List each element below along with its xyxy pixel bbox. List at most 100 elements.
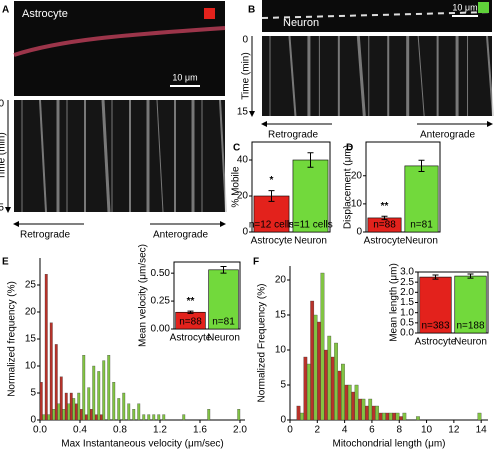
y-tick-label: 5 xyxy=(30,388,36,399)
hist-bar xyxy=(62,409,66,421)
hist-bar xyxy=(64,392,68,421)
bar xyxy=(419,276,452,334)
hist-bar xyxy=(416,416,420,421)
significance: ** xyxy=(187,296,195,307)
y-tick-label: 15 xyxy=(275,310,287,321)
panel-label: C xyxy=(233,143,240,154)
bar xyxy=(253,195,290,233)
panel-label: F xyxy=(253,257,259,268)
hist-bar xyxy=(358,398,362,421)
scale-label: 10 μm xyxy=(172,72,197,82)
hist-bar xyxy=(92,365,96,421)
x-tick-label: 10 xyxy=(421,425,433,436)
hist-bar xyxy=(87,387,91,421)
y-tick-label: 1.5 xyxy=(400,297,414,308)
channel-marker xyxy=(478,2,489,13)
hist-bar xyxy=(102,360,106,421)
y-tick-label: 10 xyxy=(351,199,363,210)
plot-frame xyxy=(251,141,331,233)
hist-bar xyxy=(347,384,352,421)
error-bar xyxy=(220,265,227,274)
error-bar xyxy=(307,152,314,168)
bar-note: n=11 cells xyxy=(288,220,333,231)
category-label: Astrocyte xyxy=(251,236,293,247)
hist-bar xyxy=(142,414,146,421)
hist-bar xyxy=(395,412,400,421)
hist-bar xyxy=(351,391,356,421)
category-label: Neuron xyxy=(405,236,438,247)
y-tick-label: 15 xyxy=(25,334,37,345)
hist-bar xyxy=(303,356,308,421)
y-tick-label: 5 xyxy=(280,380,286,391)
time-label: Time (min) xyxy=(241,52,252,99)
x-tick-label: 8 xyxy=(396,425,402,436)
x-tick-label: 2 xyxy=(315,425,321,436)
hist-bar xyxy=(42,414,46,421)
kymo-streak xyxy=(417,35,425,117)
kymo-streak xyxy=(288,35,297,117)
kymo-streak xyxy=(486,35,494,117)
hist-bar xyxy=(82,355,86,421)
bar-note: n=81 xyxy=(410,220,433,231)
cell-name: Astrocyte xyxy=(22,8,68,20)
time-end: 15 xyxy=(0,203,4,214)
category-label: Neuron xyxy=(454,337,487,348)
y-tick-label: 0.0 xyxy=(400,328,414,339)
retro-label: Retrograde xyxy=(20,230,70,241)
category-label: Astrocyte xyxy=(364,236,406,247)
hist-bar xyxy=(296,405,301,421)
hist-bar xyxy=(237,409,241,421)
bar-note: n=12 cells xyxy=(249,220,294,231)
hist-bar xyxy=(317,321,321,421)
antero-label: Anterograde xyxy=(153,230,208,241)
hist-bar xyxy=(354,384,359,421)
y-tick-label: 20 xyxy=(351,170,363,181)
y-tick-label: 2.5 xyxy=(400,277,414,288)
hist-bar xyxy=(157,414,161,421)
category-label: Astrocyte xyxy=(170,333,212,344)
y-tick-label: 0.50 xyxy=(151,268,171,279)
hist-bar xyxy=(117,398,121,421)
y-tick-label: 0.00 xyxy=(151,324,171,335)
hist-bar xyxy=(402,412,407,421)
error-bar xyxy=(418,159,425,173)
hist-bar xyxy=(182,414,186,421)
hist-bar xyxy=(89,409,93,421)
hist-bar xyxy=(306,363,311,421)
x-tick-label: 0.4 xyxy=(73,425,87,436)
bar xyxy=(208,269,239,330)
error-bar xyxy=(381,215,388,221)
hist-bar xyxy=(337,370,342,421)
y-tick-label: 0 xyxy=(30,415,36,426)
hist-bar xyxy=(47,414,51,421)
y-tick-label: 20 xyxy=(237,191,249,202)
channel-marker xyxy=(204,8,215,19)
hist-bar xyxy=(477,412,482,421)
hist-bar xyxy=(84,414,88,421)
plot-frame xyxy=(173,261,241,330)
y-axis-title: Displacement (μm) xyxy=(343,145,354,229)
kymo-streak xyxy=(101,99,111,213)
hist-bar xyxy=(310,300,315,421)
significance: * xyxy=(270,175,274,186)
x-tick-label: 1.6 xyxy=(193,425,207,436)
kymo-streak xyxy=(356,35,366,117)
error-bar xyxy=(187,310,194,314)
hist-bar xyxy=(162,414,166,421)
error-bar xyxy=(467,273,474,279)
panel-label: B xyxy=(248,5,255,16)
y-tick-label: 0 xyxy=(356,227,362,238)
hist-bar xyxy=(378,412,383,421)
bar xyxy=(404,165,439,233)
panel-label: E xyxy=(2,257,9,268)
hist-bar xyxy=(300,412,304,421)
x-tick-label: 1.2 xyxy=(153,425,167,436)
category-label: Astrocyte xyxy=(415,337,457,348)
hist-bar xyxy=(368,398,373,421)
y-axis-title: Mean velocity (μm/sec) xyxy=(138,244,149,347)
y-tick-label: 10 xyxy=(275,345,287,356)
bar-note: n=188 xyxy=(456,321,485,332)
y-axis-title: Normalized frequency (%) xyxy=(7,281,18,397)
time-start: 0 xyxy=(0,99,4,110)
